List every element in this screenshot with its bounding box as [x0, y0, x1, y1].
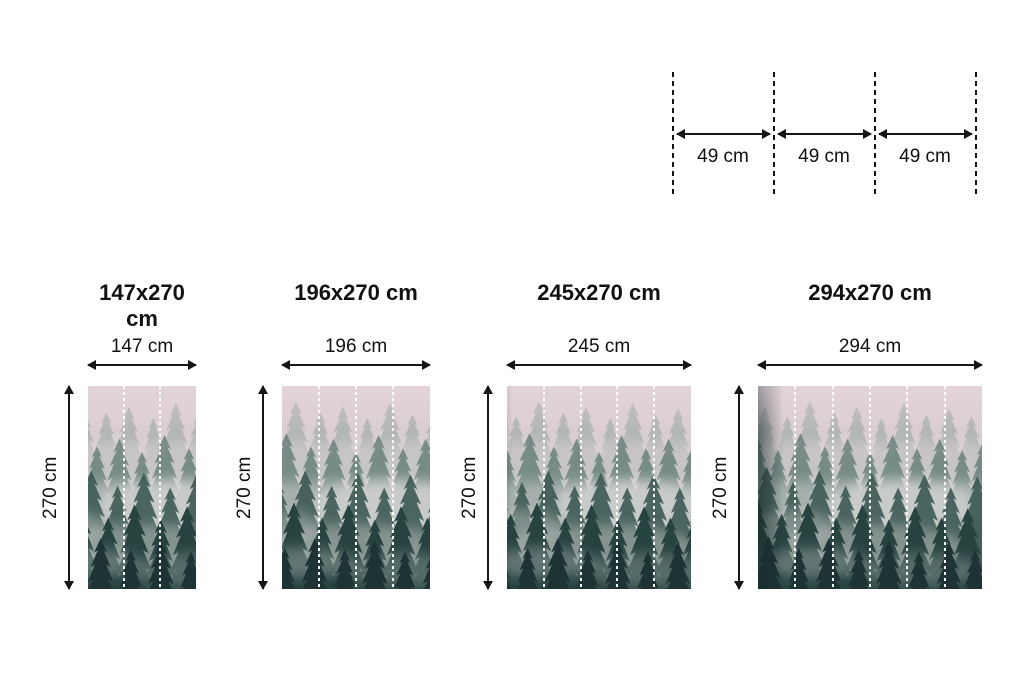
segment-width-label: 49 cm — [697, 146, 749, 167]
width-arrow-icon — [878, 129, 973, 139]
panel-seam-dotted-line — [616, 386, 619, 589]
panel-seam-dotted-line — [579, 386, 582, 589]
foggy-forest-image — [88, 386, 196, 589]
wallpaper-preview-image — [758, 386, 982, 589]
panel-seam-dotted-line — [159, 386, 161, 589]
height-arrow-icon — [64, 385, 74, 590]
panel-seam-dotted-line — [542, 386, 545, 589]
width-arrow-icon — [281, 360, 431, 370]
segment-width-label: 49 cm — [899, 146, 951, 167]
height-arrow-icon — [483, 385, 493, 590]
size-title: 294x270 cm — [808, 280, 932, 305]
panel-seam-dotted-line — [943, 386, 946, 589]
panel-seam-dotted-line — [906, 386, 909, 589]
panel-seam-dashed-line — [672, 72, 674, 195]
wallpaper-preview-image — [507, 386, 691, 589]
width-dimension-label: 147 cm — [110, 336, 174, 357]
wallpaper-preview-image — [282, 386, 430, 589]
panel-seam-dashed-line — [874, 72, 876, 195]
height-dimension-label: 270 cm — [40, 456, 61, 519]
width-arrow-icon — [87, 360, 197, 370]
width-arrow-icon — [757, 360, 983, 370]
width-dimension-label: 196 cm — [324, 336, 388, 357]
height-dimension-label: 270 cm — [459, 456, 480, 519]
width-arrow-icon — [506, 360, 692, 370]
panel-seam-dotted-line — [318, 386, 320, 589]
panel-seam-dotted-line — [355, 386, 357, 589]
width-arrow-icon — [676, 129, 771, 139]
size-title: 245x270 cm — [537, 280, 661, 305]
segment-width-label: 49 cm — [798, 146, 850, 167]
panel-seam-dotted-line — [869, 386, 871, 589]
wallpaper-preview-image — [88, 386, 196, 589]
width-dimension-label: 294 cm — [838, 336, 902, 357]
panel-seam-dotted-line — [831, 386, 834, 589]
height-dimension-label: 270 cm — [710, 456, 731, 519]
height-arrow-icon — [258, 385, 268, 590]
height-arrow-icon — [734, 385, 744, 590]
panel-seam-dotted-line — [122, 386, 125, 589]
panel-seam-dotted-line — [392, 386, 394, 589]
foggy-forest-image — [507, 386, 691, 589]
size-title: 196x270 cm — [294, 280, 418, 305]
panel-seam-dotted-line — [653, 386, 656, 589]
size-title: 147x270 cm — [99, 280, 185, 331]
panel-seam-dashed-line — [773, 72, 775, 195]
height-dimension-label: 270 cm — [234, 456, 255, 519]
panel-seam-dotted-line — [794, 386, 797, 589]
width-dimension-label: 245 cm — [567, 336, 631, 357]
width-arrow-icon — [777, 129, 872, 139]
panel-seam-dashed-line — [975, 72, 977, 195]
